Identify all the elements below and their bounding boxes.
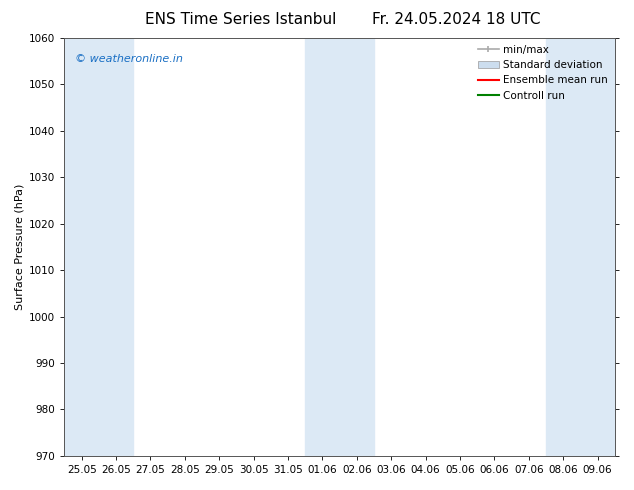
- Y-axis label: Surface Pressure (hPa): Surface Pressure (hPa): [15, 184, 25, 310]
- Text: ENS Time Series Istanbul: ENS Time Series Istanbul: [145, 12, 337, 27]
- Bar: [340, 38, 374, 456]
- Legend: min/max, Standard deviation, Ensemble mean run, Controll run: min/max, Standard deviation, Ensemble me…: [474, 41, 612, 105]
- Bar: [546, 38, 581, 456]
- Text: © weatheronline.in: © weatheronline.in: [75, 54, 183, 64]
- Bar: [99, 38, 133, 456]
- Bar: [581, 38, 615, 456]
- Text: Fr. 24.05.2024 18 UTC: Fr. 24.05.2024 18 UTC: [372, 12, 541, 27]
- Bar: [305, 38, 340, 456]
- Bar: [65, 38, 99, 456]
